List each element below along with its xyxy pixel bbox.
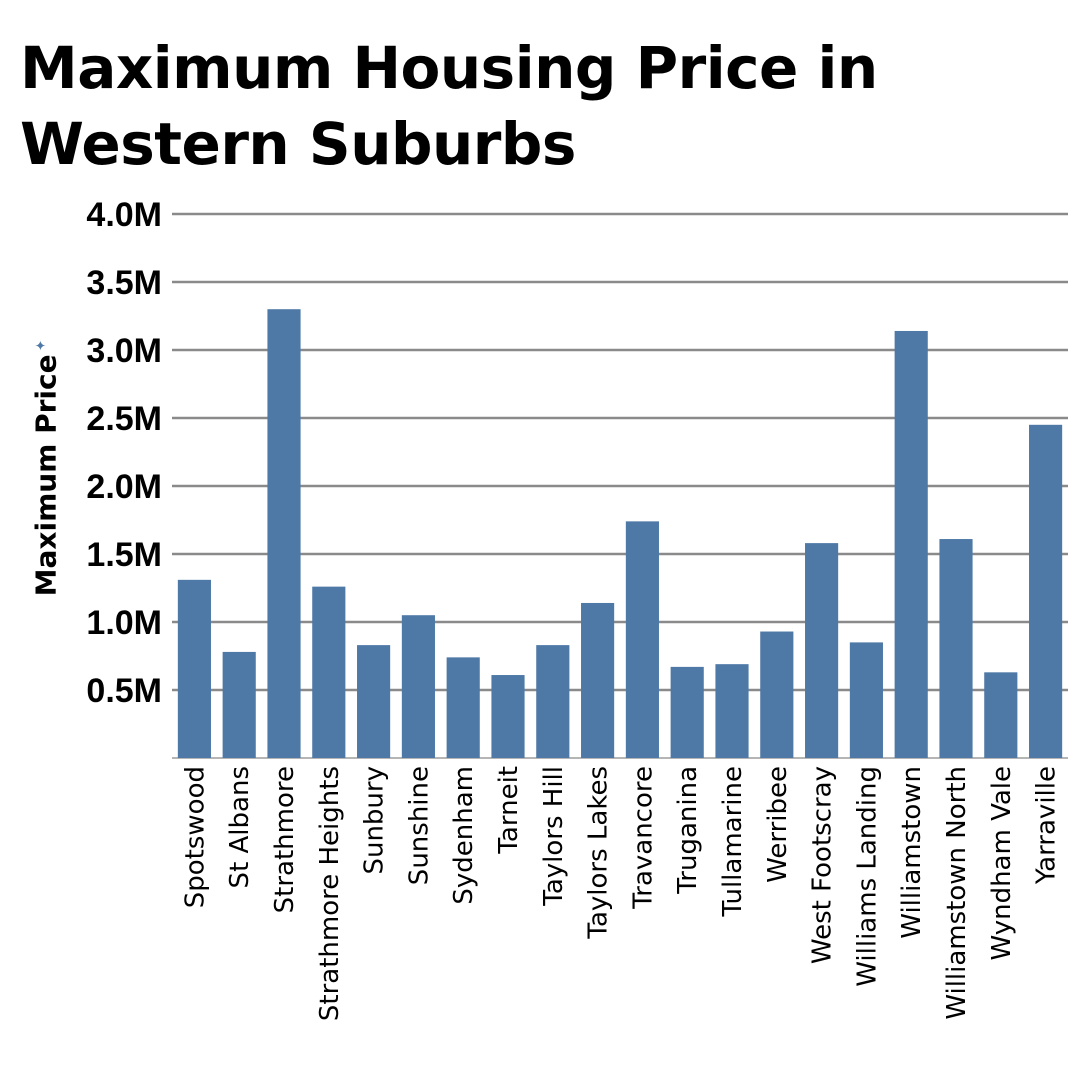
bar[interactable]	[401, 615, 435, 758]
bar[interactable]	[536, 645, 570, 758]
x-tick-label: Williamstown	[897, 766, 927, 939]
y-tick-label: 2.0M	[86, 468, 162, 506]
x-tick-label: Strathmore	[270, 766, 300, 913]
bar[interactable]	[357, 645, 391, 758]
bar[interactable]	[446, 657, 480, 758]
x-tick-label: Tarneit	[494, 766, 524, 855]
y-axis-ticks: 0.5M 1.0M 1.5M 2.0M 2.5M 3.0M 3.5M 4.0M	[86, 196, 162, 710]
x-tick-label: Truganina	[673, 766, 703, 895]
bar[interactable]	[177, 579, 211, 758]
y-tick-label: 4.0M	[86, 196, 162, 234]
x-tick-label: Wyndham Vale	[987, 766, 1017, 961]
bar[interactable]	[894, 330, 928, 758]
y-tick-label: 0.5M	[86, 672, 162, 710]
x-tick-label: Taylors Lakes	[584, 766, 614, 940]
bar[interactable]	[715, 664, 749, 758]
x-tick-label: Spotswood	[180, 766, 210, 908]
x-tick-label: Yarraville	[1032, 766, 1062, 885]
x-tick-label: Sydenham	[449, 766, 479, 905]
y-tick-label: 2.5M	[86, 400, 162, 438]
gridlines	[172, 212, 1068, 759]
x-tick-label: West Footscray	[808, 766, 838, 964]
x-tick-label: Sunbury	[360, 766, 390, 875]
x-tick-label: Tullamarine	[718, 766, 748, 917]
bar[interactable]	[581, 602, 615, 758]
y-tick-label: 1.0M	[86, 604, 162, 642]
x-tick-label: St Albans	[225, 766, 255, 888]
x-tick-label: Taylors Hill	[539, 766, 569, 907]
y-tick-label: 1.5M	[86, 536, 162, 574]
bar[interactable]	[312, 586, 346, 758]
bar[interactable]	[222, 651, 256, 758]
x-tick-label: Sunshine	[404, 766, 434, 885]
bars	[177, 309, 1063, 758]
x-tick-label: Williamstown North	[942, 766, 972, 1020]
bar[interactable]	[984, 672, 1018, 758]
bar[interactable]	[805, 543, 839, 758]
bar[interactable]	[1029, 424, 1063, 758]
y-tick-label: 3.5M	[86, 264, 162, 302]
x-tick-label: Werribee	[763, 766, 793, 883]
x-tick-label: Williams Landing	[852, 766, 882, 987]
x-tick-label: Travancore	[628, 766, 658, 910]
bar[interactable]	[939, 539, 973, 758]
bar[interactable]	[760, 631, 794, 758]
y-tick-label: 3.0M	[86, 332, 162, 370]
bar[interactable]	[491, 675, 525, 758]
bar[interactable]	[670, 666, 704, 758]
bar[interactable]	[267, 309, 301, 758]
bar[interactable]	[625, 521, 659, 758]
bar[interactable]	[849, 642, 883, 758]
chart-title: Maximum Housing Price in Western Suburbs	[20, 34, 878, 178]
x-tick-label: Strathmore Heights	[315, 766, 345, 1021]
x-axis-labels: Spotswood St Albans Strathmore Strathmore H…	[180, 766, 1061, 1021]
